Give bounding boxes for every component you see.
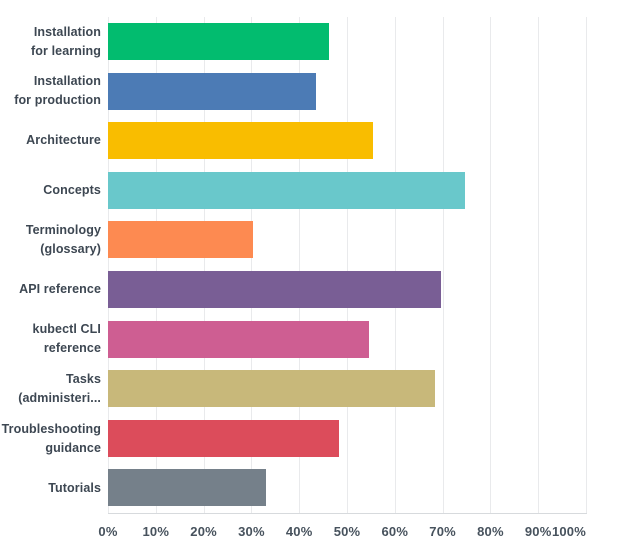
gridline [251,17,253,513]
x-tick-label: 100% [551,524,586,539]
bar [108,271,441,308]
bar [108,171,465,209]
gridline [347,17,348,513]
bar [108,320,369,358]
bar [108,221,254,259]
gridline [490,17,492,513]
gridline [155,17,157,513]
category-label: Architecture [26,133,101,148]
x-tick-label: 20% [190,524,217,539]
bar [108,419,340,457]
category-label: Tutorials [48,480,101,495]
gridline [442,17,444,513]
category-label: Tasks (administeri... [18,371,101,405]
x-tick-label: 80% [477,524,504,539]
bar [108,23,330,60]
gridline [394,17,396,513]
category-label: kubectl CLI reference [32,322,101,356]
category-label: API reference [19,282,101,297]
x-tick-label: 0% [98,524,118,539]
x-tick-label: 70% [429,524,456,539]
gridline [203,17,205,513]
x-tick-label: 50% [333,524,361,539]
category-label: Concepts [43,183,101,198]
category-label: Installation for production [14,74,101,108]
x-tick-label: 10% [142,524,170,539]
category-label: Terminology (glossary) [25,223,101,257]
gridline [586,17,587,513]
plot-area [108,17,587,513]
gridline [538,17,540,513]
bar [108,469,267,507]
category-axis: Installation for learning Installation fo… [0,17,101,513]
x-axis-tick-labels: 0% 10% 20% 30% 40% 50% 60% 70% 80% 90% 100% [98,524,586,546]
category-label: Troubleshooting guidance [1,421,101,455]
x-tick-label: 60% [381,524,409,539]
x-tick-label: 90% [524,524,552,539]
bar [108,370,436,408]
x-tick-label: 40% [285,524,313,539]
bar [108,122,374,160]
bar [108,72,316,110]
category-label: Installation for learning [31,24,101,58]
x-tick-label: 30% [238,524,265,539]
gridline [108,17,109,513]
x-axis-line [108,513,587,514]
gridline [299,17,301,513]
